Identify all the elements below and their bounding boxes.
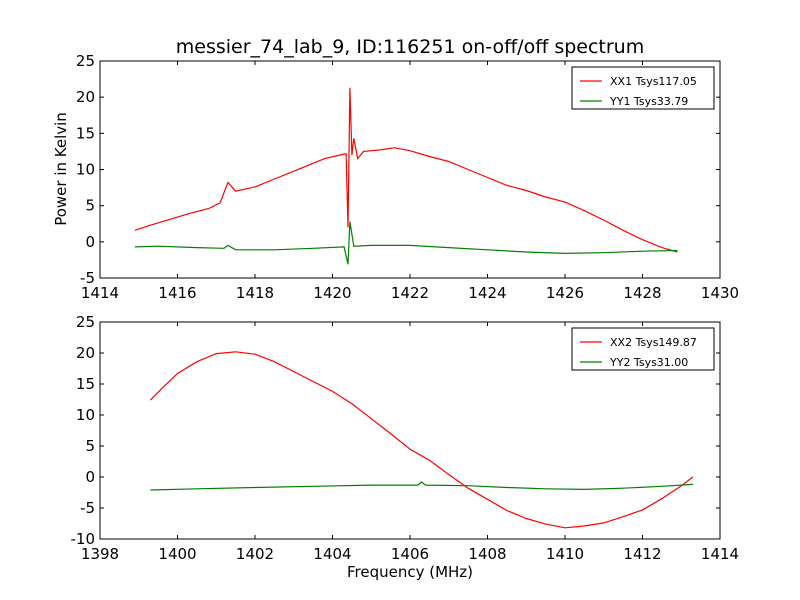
y-tick-label: 15 bbox=[76, 375, 95, 393]
y-tick-label: 20 bbox=[76, 88, 95, 106]
x-tick-label: 1414 bbox=[701, 545, 739, 563]
y-tick-label: 0 bbox=[85, 233, 95, 251]
x-tick-label: 1428 bbox=[623, 284, 661, 302]
x-tick-label: 1406 bbox=[391, 545, 429, 563]
y-tick-label: 25 bbox=[76, 313, 95, 331]
y-tick-label: 10 bbox=[76, 406, 95, 424]
x-tick-label: 1400 bbox=[158, 545, 196, 563]
y-tick-label: 20 bbox=[76, 344, 95, 362]
subplot-2: 1398 1400 1402 1404 1406 1408 1410 1412 1414 -10 -… bbox=[71, 313, 740, 563]
x-tick-label: 1420 bbox=[313, 284, 351, 302]
x-tick-label: 1404 bbox=[313, 545, 351, 563]
legend-box bbox=[571, 66, 715, 110]
series-line-2 bbox=[150, 481, 693, 491]
series-line-1 bbox=[149, 351, 694, 529]
x-tick-label: 1410 bbox=[546, 545, 584, 563]
x-tick-label: 1414 bbox=[81, 284, 119, 302]
x-tick-label: 1418 bbox=[236, 284, 274, 302]
legend-label: YY1 Tsys33.79 bbox=[609, 95, 688, 108]
y-tick-label: 5 bbox=[85, 197, 95, 215]
subplot-1: 1414 1416 1418 1420 1422 1424 1426 1428 1430 -5 0 5… bbox=[76, 52, 739, 302]
y-tick-label: -5 bbox=[80, 269, 95, 287]
x-tick-label: 1398 bbox=[81, 545, 119, 563]
plot-area: 1414 1416 1418 1420 1422 1424 1426 1428 1430 -5 0 5… bbox=[71, 52, 740, 563]
chart-title: messier_74_lab_9, ID:116251 on-off/off s… bbox=[176, 36, 644, 58]
y-tick-label: 25 bbox=[76, 52, 95, 70]
x-axis-label: Frequency (MHz) bbox=[347, 563, 473, 581]
y-axis-label: Power in Kelvin bbox=[52, 112, 70, 226]
x-tick-label: 1422 bbox=[391, 284, 429, 302]
legend-box bbox=[571, 327, 715, 371]
y-tick-label: 15 bbox=[76, 124, 95, 142]
y-tick-label: -10 bbox=[71, 530, 96, 548]
y-tick-label: -5 bbox=[80, 499, 95, 517]
x-tick-label: 1424 bbox=[468, 284, 506, 302]
x-tick-label: 1416 bbox=[158, 284, 196, 302]
legend-label: XX2 Tsys149.87 bbox=[610, 336, 697, 349]
series-line-2 bbox=[134, 221, 678, 265]
y-tick-label: 5 bbox=[85, 437, 95, 455]
y-tick-label: 10 bbox=[76, 161, 95, 179]
series-line-1 bbox=[134, 87, 678, 253]
x-tick-label: 1426 bbox=[546, 284, 584, 302]
legend: XX1 Tsys117.05 YY1 Tsys33.79 bbox=[571, 66, 715, 110]
y-tick-label: 0 bbox=[85, 468, 95, 486]
x-tick-label: 1412 bbox=[623, 545, 661, 563]
legend-label: XX1 Tsys117.05 bbox=[610, 75, 697, 88]
x-tick-label: 1408 bbox=[468, 545, 506, 563]
legend: XX2 Tsys149.87 YY2 Tsys31.00 bbox=[571, 327, 715, 371]
legend-label: YY2 Tsys31.00 bbox=[609, 356, 688, 369]
x-tick-label: 1430 bbox=[701, 284, 739, 302]
x-tick-label: 1402 bbox=[236, 545, 274, 563]
